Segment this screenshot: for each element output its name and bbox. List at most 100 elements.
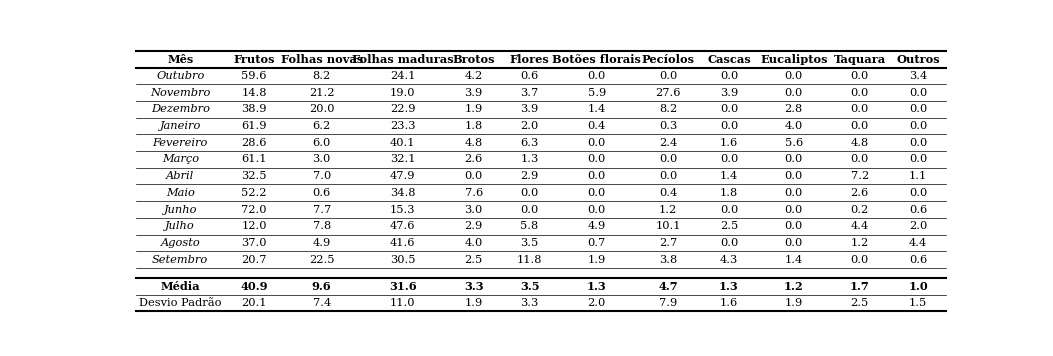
Text: 0.0: 0.0 <box>720 205 738 215</box>
Text: 0.7: 0.7 <box>588 238 605 248</box>
Text: 4.2: 4.2 <box>464 71 482 81</box>
Text: 0.0: 0.0 <box>588 205 605 215</box>
Text: 0.4: 0.4 <box>588 121 605 131</box>
Text: 0.0: 0.0 <box>588 71 605 81</box>
Text: 1.9: 1.9 <box>784 298 802 308</box>
Text: 0.6: 0.6 <box>520 71 539 81</box>
Text: 0.0: 0.0 <box>588 171 605 181</box>
Text: Mês: Mês <box>167 54 194 65</box>
Text: 31.6: 31.6 <box>389 281 417 292</box>
Text: 3.5: 3.5 <box>520 281 539 292</box>
Text: 11.8: 11.8 <box>517 255 542 265</box>
Text: 12.0: 12.0 <box>241 221 266 231</box>
Text: 10.1: 10.1 <box>655 221 681 231</box>
Text: 4.8: 4.8 <box>851 138 869 148</box>
Text: 0.3: 0.3 <box>659 121 677 131</box>
Text: 61.9: 61.9 <box>241 121 266 131</box>
Text: 6.0: 6.0 <box>313 138 331 148</box>
Text: 20.7: 20.7 <box>241 255 266 265</box>
Text: 0.0: 0.0 <box>784 88 802 98</box>
Text: 15.3: 15.3 <box>390 205 416 215</box>
Text: 2.4: 2.4 <box>659 138 677 148</box>
Text: 7.6: 7.6 <box>464 188 482 198</box>
Text: 38.9: 38.9 <box>241 104 266 114</box>
Text: 0.0: 0.0 <box>464 171 482 181</box>
Text: 2.9: 2.9 <box>520 171 539 181</box>
Text: 19.0: 19.0 <box>390 88 416 98</box>
Text: Média: Média <box>160 281 200 292</box>
Text: 6.3: 6.3 <box>520 138 539 148</box>
Text: 2.9: 2.9 <box>464 221 482 231</box>
Text: 3.9: 3.9 <box>520 104 539 114</box>
Text: 0.0: 0.0 <box>784 238 802 248</box>
Text: Fevereiro: Fevereiro <box>153 138 207 148</box>
Text: 52.2: 52.2 <box>241 188 266 198</box>
Text: 0.0: 0.0 <box>851 71 869 81</box>
Text: Dezembro: Dezembro <box>151 104 210 114</box>
Text: Folhas maduras: Folhas maduras <box>352 54 454 65</box>
Text: 7.9: 7.9 <box>659 298 677 308</box>
Text: 0.2: 0.2 <box>851 205 869 215</box>
Text: 30.5: 30.5 <box>390 255 416 265</box>
Text: 2.5: 2.5 <box>464 255 482 265</box>
Text: 5.6: 5.6 <box>784 138 802 148</box>
Text: 1.2: 1.2 <box>783 281 803 292</box>
Text: 22.9: 22.9 <box>390 104 416 114</box>
Text: 0.6: 0.6 <box>909 205 928 215</box>
Text: 0.0: 0.0 <box>520 188 539 198</box>
Text: 4.0: 4.0 <box>784 121 802 131</box>
Text: 0.0: 0.0 <box>784 155 802 164</box>
Text: 1.3: 1.3 <box>587 281 607 292</box>
Text: 3.9: 3.9 <box>720 88 738 98</box>
Text: 0.4: 0.4 <box>659 188 677 198</box>
Text: 28.6: 28.6 <box>241 138 266 148</box>
Text: 0.0: 0.0 <box>851 155 869 164</box>
Text: 27.6: 27.6 <box>655 88 681 98</box>
Text: 0.0: 0.0 <box>909 104 928 114</box>
Text: 3.8: 3.8 <box>659 255 677 265</box>
Text: 3.0: 3.0 <box>464 205 482 215</box>
Text: 0.0: 0.0 <box>720 121 738 131</box>
Text: 4.4: 4.4 <box>851 221 869 231</box>
Text: 0.0: 0.0 <box>720 104 738 114</box>
Text: 0.0: 0.0 <box>909 138 928 148</box>
Text: 3.3: 3.3 <box>463 281 483 292</box>
Text: 0.0: 0.0 <box>909 155 928 164</box>
Text: Novembro: Novembro <box>151 88 211 98</box>
Text: 1.8: 1.8 <box>464 121 482 131</box>
Text: 4.8: 4.8 <box>464 138 482 148</box>
Text: Brotos: Brotos <box>453 54 495 65</box>
Text: Flores: Flores <box>510 54 550 65</box>
Text: 11.0: 11.0 <box>390 298 416 308</box>
Text: 4.0: 4.0 <box>464 238 482 248</box>
Text: 1.3: 1.3 <box>520 155 539 164</box>
Text: 6.2: 6.2 <box>313 121 331 131</box>
Text: 59.6: 59.6 <box>241 71 266 81</box>
Text: 8.2: 8.2 <box>313 71 331 81</box>
Text: Eucaliptos: Eucaliptos <box>760 54 828 65</box>
Text: 1.0: 1.0 <box>909 281 928 292</box>
Text: 7.2: 7.2 <box>851 171 869 181</box>
Text: 0.0: 0.0 <box>909 121 928 131</box>
Text: 0.0: 0.0 <box>720 238 738 248</box>
Text: 4.7: 4.7 <box>658 281 678 292</box>
Text: 2.8: 2.8 <box>784 104 802 114</box>
Text: 0.0: 0.0 <box>784 188 802 198</box>
Text: 37.0: 37.0 <box>241 238 266 248</box>
Text: 47.9: 47.9 <box>390 171 416 181</box>
Text: 14.8: 14.8 <box>241 88 266 98</box>
Text: Pecíolos: Pecíolos <box>641 54 695 65</box>
Text: 2.0: 2.0 <box>588 298 605 308</box>
Text: Cascas: Cascas <box>707 54 751 65</box>
Text: 7.8: 7.8 <box>313 221 331 231</box>
Text: 0.0: 0.0 <box>784 171 802 181</box>
Text: 1.1: 1.1 <box>909 171 928 181</box>
Text: Maio: Maio <box>165 188 195 198</box>
Text: 1.9: 1.9 <box>464 104 482 114</box>
Text: 0.0: 0.0 <box>784 221 802 231</box>
Text: 3.4: 3.4 <box>909 71 928 81</box>
Text: 4.9: 4.9 <box>588 221 605 231</box>
Text: 1.9: 1.9 <box>464 298 482 308</box>
Text: 0.6: 0.6 <box>313 188 331 198</box>
Text: 24.1: 24.1 <box>390 71 416 81</box>
